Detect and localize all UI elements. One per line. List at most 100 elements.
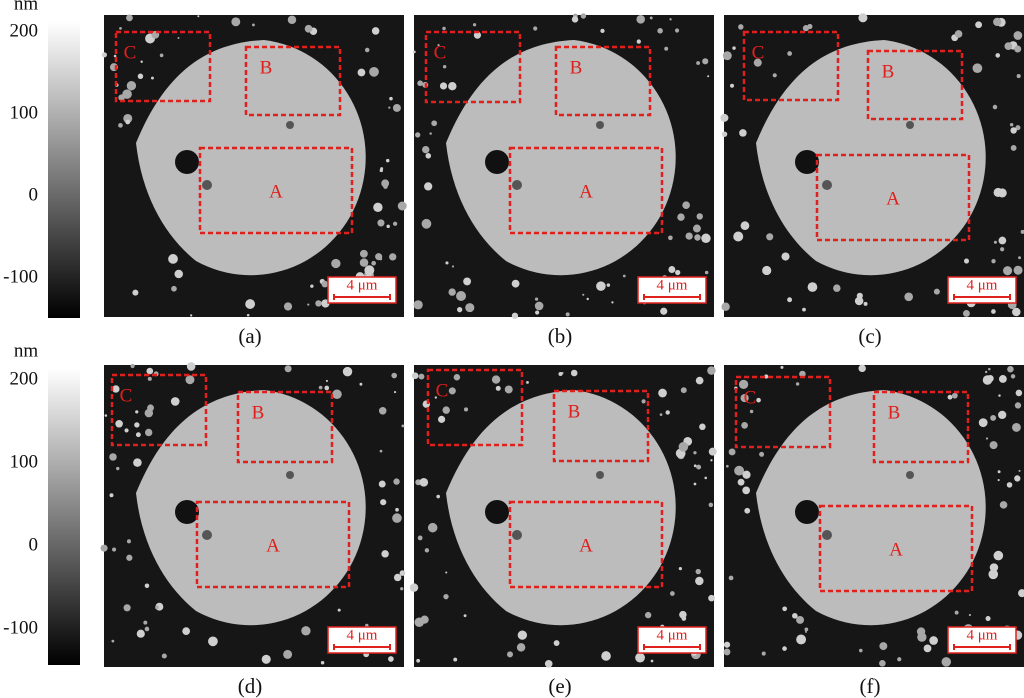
region-box bbox=[815, 153, 971, 242]
particle bbox=[1018, 256, 1022, 260]
particle bbox=[833, 284, 841, 292]
particle bbox=[325, 379, 328, 382]
particle bbox=[1009, 123, 1014, 127]
particle bbox=[375, 254, 378, 257]
island bbox=[446, 40, 676, 276]
pit bbox=[822, 530, 832, 540]
particle bbox=[342, 366, 353, 377]
particle bbox=[601, 651, 611, 661]
particle bbox=[245, 299, 256, 309]
particle bbox=[1018, 589, 1024, 598]
particle bbox=[465, 303, 475, 313]
particle bbox=[993, 17, 1002, 27]
scale-bar-label: 4 μm bbox=[967, 277, 998, 293]
colorbar-unit: nm bbox=[14, 0, 39, 14]
particle bbox=[694, 234, 701, 241]
particle bbox=[606, 283, 611, 287]
particle bbox=[392, 221, 398, 226]
particle bbox=[695, 568, 701, 575]
particle bbox=[1014, 475, 1021, 482]
particle bbox=[364, 47, 370, 53]
particle bbox=[381, 550, 389, 558]
particle bbox=[681, 616, 687, 621]
particle bbox=[391, 372, 398, 379]
panel-label: (e) bbox=[548, 674, 571, 698]
particle bbox=[177, 36, 180, 39]
afm-panel: A B C 4 μm bbox=[409, 365, 717, 668]
particle bbox=[792, 613, 798, 619]
particle bbox=[415, 132, 421, 138]
particle bbox=[658, 388, 667, 398]
particle bbox=[155, 605, 159, 610]
particle bbox=[998, 375, 1007, 383]
particle bbox=[100, 544, 108, 552]
particle bbox=[611, 301, 614, 304]
particle bbox=[781, 252, 790, 261]
particle bbox=[696, 213, 703, 220]
particle bbox=[740, 393, 749, 403]
particle bbox=[422, 145, 430, 154]
particle bbox=[111, 639, 115, 643]
particle bbox=[693, 482, 697, 486]
region-box bbox=[818, 504, 974, 593]
scale-bar-label: 4 μm bbox=[347, 277, 378, 293]
particle bbox=[644, 611, 652, 619]
colorbar-tick-label: 200 bbox=[10, 20, 39, 41]
particle bbox=[570, 369, 578, 377]
particle bbox=[411, 372, 419, 380]
particle bbox=[132, 289, 139, 296]
particle bbox=[759, 451, 765, 457]
particle bbox=[140, 60, 143, 63]
particle bbox=[708, 594, 715, 602]
particle bbox=[392, 103, 401, 112]
particle bbox=[284, 365, 292, 373]
particle bbox=[417, 535, 423, 541]
region-box bbox=[508, 146, 664, 235]
particle bbox=[443, 594, 449, 600]
particle bbox=[400, 587, 404, 591]
particle bbox=[378, 407, 387, 415]
particle bbox=[954, 30, 963, 38]
particle bbox=[730, 83, 735, 88]
particle bbox=[1015, 125, 1021, 131]
particle bbox=[723, 648, 731, 656]
region-box bbox=[866, 49, 964, 121]
particle bbox=[968, 613, 971, 617]
particle bbox=[507, 651, 514, 658]
particle bbox=[393, 478, 400, 485]
particle bbox=[929, 636, 938, 645]
region-box bbox=[236, 390, 334, 464]
particle bbox=[113, 54, 117, 58]
particle bbox=[393, 573, 402, 582]
region-label: B bbox=[568, 401, 581, 422]
particle bbox=[696, 61, 701, 65]
panel-label: (c) bbox=[858, 324, 881, 348]
scale-bar-box bbox=[327, 276, 397, 304]
particle bbox=[995, 53, 1001, 58]
pit bbox=[822, 180, 832, 190]
particle bbox=[947, 394, 953, 400]
particle bbox=[453, 657, 458, 662]
particle bbox=[657, 28, 663, 34]
particle bbox=[429, 132, 432, 135]
particle bbox=[796, 615, 805, 624]
particle bbox=[733, 231, 744, 242]
island bbox=[756, 390, 986, 626]
region-label: C bbox=[436, 380, 449, 401]
particle bbox=[517, 630, 528, 640]
pit bbox=[512, 530, 522, 540]
particle bbox=[988, 569, 999, 580]
particle bbox=[442, 64, 447, 69]
particle bbox=[393, 391, 397, 394]
particle bbox=[304, 24, 313, 33]
particle bbox=[412, 50, 416, 54]
particle bbox=[699, 423, 706, 431]
particle bbox=[418, 373, 425, 380]
particle bbox=[146, 367, 154, 375]
particle bbox=[307, 303, 310, 306]
particle bbox=[741, 421, 748, 429]
particle bbox=[161, 653, 167, 659]
particle bbox=[112, 385, 120, 393]
particle bbox=[723, 641, 731, 648]
